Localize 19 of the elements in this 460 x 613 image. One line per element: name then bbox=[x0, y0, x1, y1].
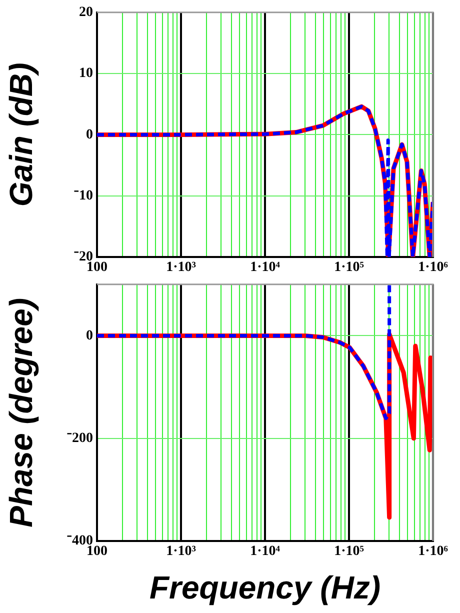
y-tick-label: 20 bbox=[79, 5, 93, 20]
y-tick-label: ⁻10 bbox=[74, 188, 93, 204]
x-tick-label: 1·10³ bbox=[166, 544, 196, 560]
x-tick-label: 100 bbox=[86, 544, 108, 560]
y-axis-title: Phase (degree) bbox=[3, 298, 40, 528]
x-tick-label: 1·10⁴ bbox=[250, 544, 281, 560]
x-axis-title: Frequency (Hz) bbox=[149, 570, 381, 606]
y-axis-title: Gain (dB) bbox=[3, 62, 40, 207]
y-tick-label: 0 bbox=[86, 328, 93, 344]
x-tick-label: 1·10⁴ bbox=[250, 260, 281, 276]
x-tick-label: 1·10³ bbox=[166, 260, 196, 276]
x-tick-label: 1·10⁶ bbox=[418, 260, 448, 276]
y-tick-label: 10 bbox=[79, 66, 93, 82]
y-tick-label: ⁻200 bbox=[67, 430, 93, 446]
y-tick-label: 0 bbox=[86, 127, 93, 142]
x-tick-label: 100 bbox=[86, 260, 108, 276]
x-tick-label: 1·10⁶ bbox=[418, 544, 448, 560]
x-tick-label: 1·10⁵ bbox=[334, 260, 364, 276]
x-tick-label: 1·10⁵ bbox=[334, 544, 364, 560]
